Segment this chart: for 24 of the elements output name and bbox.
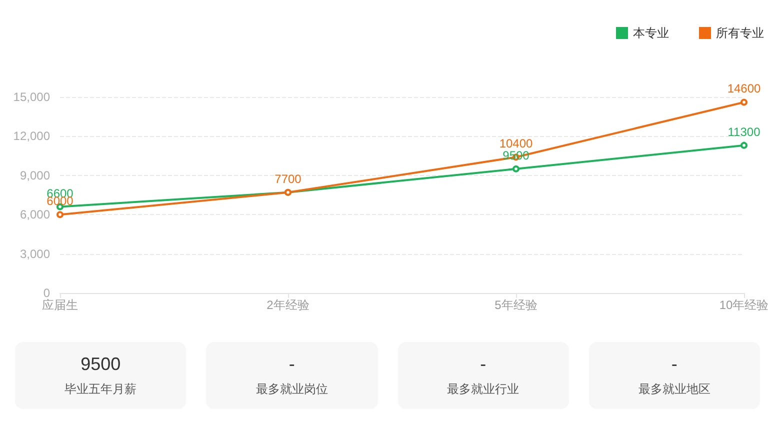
data-label: 14600 xyxy=(727,82,762,96)
legend-label: 本专业 xyxy=(633,26,669,40)
y-tick-label: 15,000 xyxy=(13,90,50,104)
info-card: - 最多就业行业 xyxy=(398,342,569,409)
y-tick-label: 9,000 xyxy=(20,168,50,182)
x-tick-label: 应届生 xyxy=(42,298,78,312)
y-tick-label: 12,000 xyxy=(13,129,50,144)
point xyxy=(56,211,64,218)
info-card: - 最多就业地区 xyxy=(588,342,760,409)
y-tick-label: 3,000 xyxy=(20,246,50,261)
y-tick-label: 6,000 xyxy=(20,208,50,222)
data-label: 10400 xyxy=(499,136,534,151)
data-label: 11300 xyxy=(728,124,761,139)
x-tick-label: 10年经验 xyxy=(719,298,769,312)
point xyxy=(740,98,748,106)
y-tick-label: 0 xyxy=(43,286,50,300)
point xyxy=(740,142,748,149)
legend-label: 所有专业 xyxy=(716,26,764,40)
x-tick-label: 5年经验 xyxy=(494,298,538,312)
point xyxy=(512,165,520,172)
info-card: 9500 毕业五年月薪 xyxy=(15,342,186,409)
info-card: - 最多就业岗位 xyxy=(206,342,378,409)
x-tick-label: 2年经验 xyxy=(266,298,310,312)
data-label: 7700 xyxy=(274,172,302,186)
